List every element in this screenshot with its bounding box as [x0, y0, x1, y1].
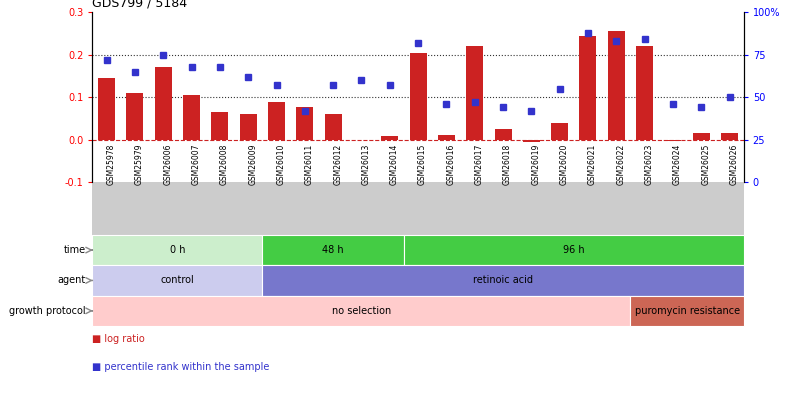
Text: GDS799 / 5184: GDS799 / 5184	[92, 0, 187, 10]
Bar	[126, 93, 143, 140]
Text: GSM26013: GSM26013	[361, 143, 370, 185]
Bar	[154, 67, 172, 140]
Text: ■ log ratio: ■ log ratio	[92, 334, 145, 344]
Text: GSM26019: GSM26019	[531, 143, 540, 185]
Bar	[183, 95, 200, 140]
Bar	[438, 135, 454, 140]
Bar	[635, 46, 652, 140]
Text: GSM26016: GSM26016	[446, 143, 454, 185]
Bar	[92, 235, 262, 265]
Text: GSM26020: GSM26020	[559, 143, 568, 185]
Text: GSM26017: GSM26017	[474, 143, 483, 185]
Bar	[324, 114, 341, 140]
Text: time: time	[63, 245, 86, 255]
Text: GSM26008: GSM26008	[219, 143, 229, 185]
Bar	[663, 140, 681, 141]
Bar	[381, 136, 397, 140]
Text: growth protocol: growth protocol	[10, 306, 86, 316]
Bar	[267, 102, 284, 140]
Text: GSM26021: GSM26021	[587, 144, 596, 185]
Text: GSM26025: GSM26025	[700, 143, 709, 185]
Bar	[720, 133, 737, 140]
Bar	[92, 296, 630, 326]
Bar	[551, 123, 568, 140]
Text: 96 h: 96 h	[562, 245, 584, 255]
Text: GSM26026: GSM26026	[728, 143, 738, 185]
Bar	[466, 46, 483, 140]
Bar	[98, 78, 115, 140]
Bar	[239, 114, 256, 140]
Bar	[692, 133, 709, 140]
Text: GSM26014: GSM26014	[389, 143, 398, 185]
Text: control: control	[161, 275, 194, 286]
Text: no selection: no selection	[332, 306, 390, 316]
Text: GSM26009: GSM26009	[248, 143, 257, 185]
Bar	[92, 265, 262, 296]
Text: puromycin resistance: puromycin resistance	[634, 306, 739, 316]
Bar	[522, 140, 539, 142]
Text: GSM26022: GSM26022	[616, 144, 625, 185]
Bar	[403, 235, 743, 265]
Bar	[409, 53, 426, 140]
Text: GSM26011: GSM26011	[304, 144, 313, 185]
Bar	[630, 296, 743, 326]
Text: GSM25979: GSM25979	[135, 143, 144, 185]
Text: 0 h: 0 h	[169, 245, 185, 255]
Bar	[494, 129, 511, 140]
Bar	[262, 235, 403, 265]
Text: GSM26007: GSM26007	[191, 143, 200, 185]
Bar	[607, 31, 624, 140]
Bar	[211, 112, 228, 140]
Text: GSM26006: GSM26006	[163, 143, 172, 185]
Text: ■ percentile rank within the sample: ■ percentile rank within the sample	[92, 362, 270, 373]
Text: GSM26024: GSM26024	[672, 143, 681, 185]
Text: agent: agent	[58, 275, 86, 286]
Text: GSM26010: GSM26010	[276, 143, 285, 185]
Text: GSM26015: GSM26015	[418, 143, 426, 185]
Bar	[296, 107, 313, 140]
Text: retinoic acid: retinoic acid	[472, 275, 532, 286]
Bar	[579, 36, 596, 140]
Text: GSM26023: GSM26023	[644, 143, 653, 185]
Bar	[262, 265, 743, 296]
Text: GSM26012: GSM26012	[332, 144, 342, 185]
Text: GSM26018: GSM26018	[503, 144, 512, 185]
Text: 48 h: 48 h	[322, 245, 344, 255]
Text: GSM25978: GSM25978	[107, 143, 116, 185]
